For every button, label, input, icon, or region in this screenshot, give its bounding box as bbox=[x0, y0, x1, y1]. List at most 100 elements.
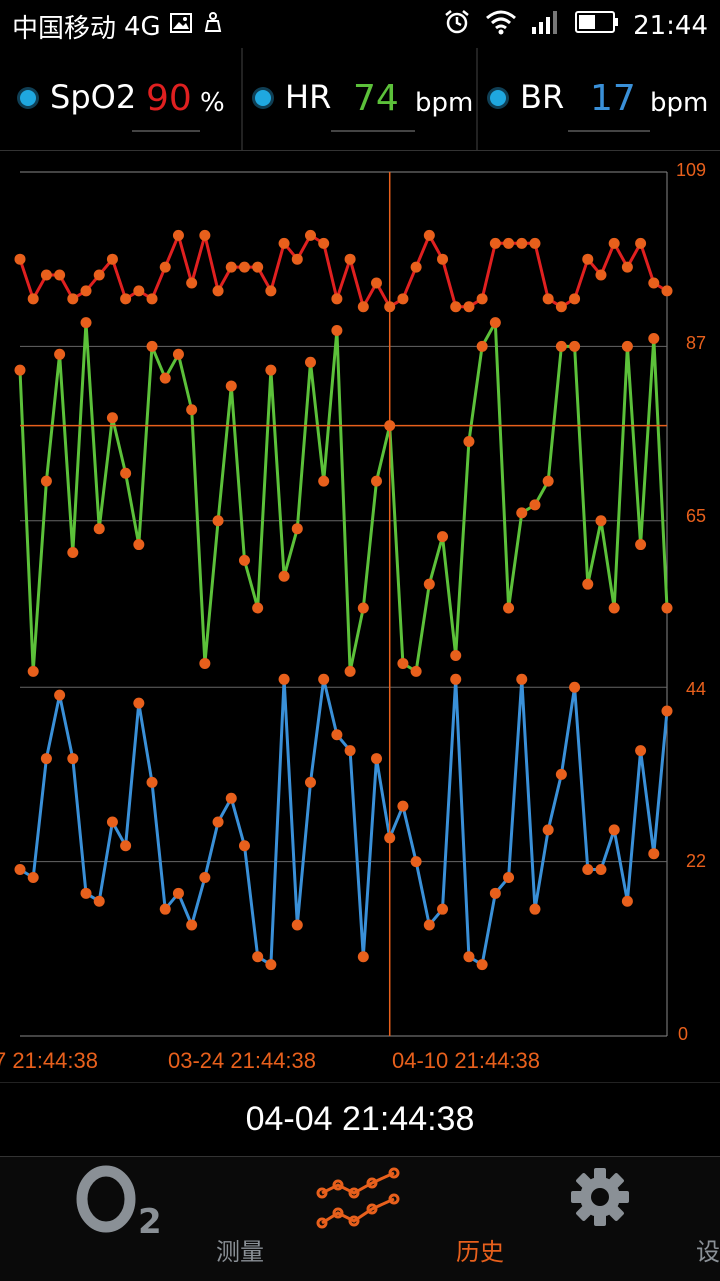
data-point bbox=[437, 253, 449, 265]
status-bar: 中国移动 4G 21:44 bbox=[0, 0, 720, 48]
data-point bbox=[542, 293, 554, 305]
data-point bbox=[291, 253, 303, 265]
data-point bbox=[635, 745, 647, 757]
data-point bbox=[397, 657, 409, 669]
indicator-dot-icon bbox=[490, 90, 506, 106]
data-point bbox=[278, 237, 290, 249]
data-point bbox=[291, 523, 303, 535]
data-point bbox=[648, 848, 660, 860]
status-left: 中国移动 4G bbox=[12, 8, 225, 45]
cleaner-icon bbox=[201, 11, 225, 42]
data-point bbox=[476, 293, 488, 305]
metric-spo2[interactable]: SpO2 90 % bbox=[0, 48, 240, 150]
data-point bbox=[133, 539, 145, 551]
divider bbox=[476, 48, 478, 150]
metric-value: 90 bbox=[146, 78, 192, 119]
data-point bbox=[159, 903, 171, 915]
data-point bbox=[397, 800, 409, 812]
data-point bbox=[582, 578, 594, 590]
data-point bbox=[80, 317, 92, 329]
data-point bbox=[120, 293, 132, 305]
data-point bbox=[529, 499, 541, 511]
data-point bbox=[437, 903, 449, 915]
data-point bbox=[489, 317, 501, 329]
data-point bbox=[212, 816, 224, 828]
data-point bbox=[265, 364, 277, 376]
data-point bbox=[106, 412, 118, 424]
data-point bbox=[410, 665, 422, 677]
data-point bbox=[331, 325, 343, 337]
value-underline bbox=[331, 130, 415, 132]
data-point bbox=[252, 602, 264, 614]
data-point bbox=[318, 237, 330, 249]
value-underline bbox=[132, 130, 200, 132]
data-point bbox=[516, 507, 528, 519]
data-point bbox=[225, 380, 237, 392]
data-point bbox=[595, 864, 607, 876]
data-point bbox=[304, 356, 316, 368]
data-point bbox=[503, 871, 515, 883]
metric-hr[interactable]: HR 74 bpm bbox=[243, 48, 477, 150]
nav-settings[interactable]: 设置 bbox=[480, 1157, 720, 1281]
data-point bbox=[40, 475, 52, 487]
o2-icon: 2 bbox=[76, 1165, 162, 1239]
data-point bbox=[450, 301, 462, 313]
metric-unit: bpm bbox=[415, 88, 474, 118]
data-point bbox=[542, 475, 554, 487]
data-point bbox=[582, 253, 594, 265]
data-point bbox=[582, 864, 594, 876]
metric-name: BR bbox=[520, 78, 565, 116]
nav-label: 测量 bbox=[216, 1238, 264, 1266]
data-point bbox=[569, 293, 581, 305]
data-point bbox=[503, 602, 515, 614]
metric-br[interactable]: BR 17 bpm bbox=[478, 48, 720, 150]
data-point bbox=[67, 546, 79, 558]
data-point bbox=[608, 237, 620, 249]
data-point bbox=[357, 602, 369, 614]
data-point bbox=[555, 301, 567, 313]
data-point bbox=[27, 293, 39, 305]
status-right: 21:44 bbox=[443, 8, 708, 43]
data-point bbox=[146, 776, 158, 788]
data-point bbox=[40, 753, 52, 765]
data-point bbox=[371, 475, 383, 487]
metric-value: 17 bbox=[590, 78, 636, 119]
data-point bbox=[120, 467, 132, 479]
data-point bbox=[54, 689, 66, 701]
nav-label: 历史 bbox=[456, 1238, 504, 1266]
network-label: 4G bbox=[124, 11, 161, 42]
data-point bbox=[648, 332, 660, 344]
data-point bbox=[120, 840, 132, 852]
data-point bbox=[608, 602, 620, 614]
data-point bbox=[278, 570, 290, 582]
data-point bbox=[595, 269, 607, 281]
data-point bbox=[238, 840, 250, 852]
data-point bbox=[172, 887, 184, 899]
data-point bbox=[621, 261, 633, 273]
history-chart[interactable] bbox=[0, 0, 720, 1080]
nav-history[interactable]: 历史 bbox=[240, 1157, 504, 1281]
data-point bbox=[212, 285, 224, 297]
data-point bbox=[304, 776, 316, 788]
data-point bbox=[423, 919, 435, 931]
data-point bbox=[621, 340, 633, 352]
selected-timestamp: 04-04 21:44:38 bbox=[0, 1082, 720, 1155]
data-point bbox=[67, 753, 79, 765]
data-point bbox=[503, 237, 515, 249]
data-point bbox=[199, 871, 211, 883]
data-point bbox=[344, 665, 356, 677]
data-point bbox=[40, 269, 52, 281]
data-point bbox=[331, 293, 343, 305]
data-point bbox=[357, 951, 369, 963]
metric-value: 74 bbox=[353, 78, 399, 119]
nav-measure[interactable]: 2 测量 bbox=[0, 1157, 264, 1281]
data-point bbox=[450, 673, 462, 685]
x-tick-label: 7 21:44:38 bbox=[0, 1048, 98, 1073]
data-point bbox=[252, 951, 264, 963]
data-point bbox=[80, 285, 92, 297]
image-icon bbox=[169, 11, 193, 42]
data-point bbox=[661, 602, 673, 614]
data-point bbox=[516, 673, 528, 685]
series-line bbox=[18, 321, 669, 673]
data-point bbox=[80, 887, 92, 899]
